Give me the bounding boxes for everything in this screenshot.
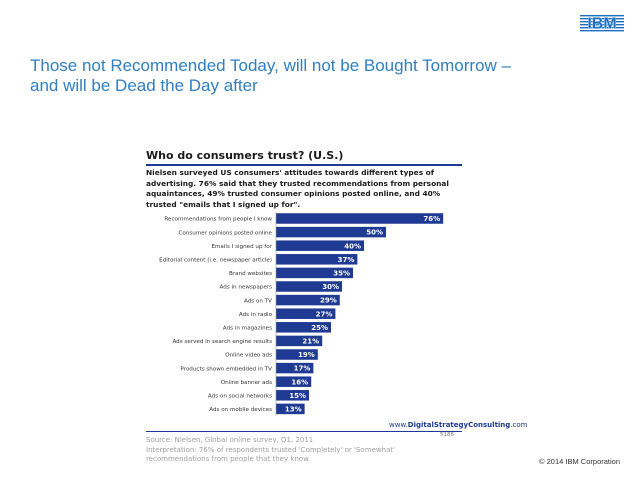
bar <box>276 281 342 292</box>
category-label: Consumer opinions posted online <box>178 230 272 236</box>
source-website: www.DigitalStrategyConsulting.com <box>389 421 528 429</box>
value-label: 25% <box>311 324 328 332</box>
category-label: Emails I signed up for <box>211 244 272 250</box>
svg-text:IBM: IBM <box>587 16 616 33</box>
slide-title: Those not Recommended Today, will not be… <box>30 56 610 96</box>
category-label: Ads in radio <box>239 312 273 318</box>
bar <box>276 254 358 265</box>
bar <box>276 267 353 279</box>
bar-chart: Recommendations from people I know 76% Con… <box>159 211 444 416</box>
category-label: Ads on social networks <box>208 394 272 400</box>
interpretation-note: Interpretation: 76% of respondents trust… <box>146 445 395 464</box>
value-label: 15% <box>289 392 306 400</box>
bar <box>276 403 305 415</box>
website-name: DigitalStrategyConsulting <box>407 421 511 429</box>
title-divider <box>146 164 462 166</box>
category-label: Online video ads <box>225 353 272 359</box>
website-suffix: .com <box>510 421 528 429</box>
bar <box>276 213 444 224</box>
chart-panel: Who do consumers trust? (U.S.) Nielsen s… <box>140 146 528 476</box>
slide-title-line2: and will be Dead the Day after <box>30 76 258 95</box>
bar <box>276 335 323 347</box>
bottom-divider <box>146 431 462 432</box>
category-label: Recommendations from people I know <box>164 217 272 223</box>
website-prefix: www. <box>389 421 408 429</box>
value-label: 16% <box>291 378 308 386</box>
bar <box>276 390 309 401</box>
chart-footnote: Source: Nielsen, Global online survey, Q… <box>146 436 446 465</box>
bar <box>276 362 314 374</box>
source-note: Source: Nielsen, Global online survey, Q… <box>146 436 314 444</box>
value-label: 21% <box>302 338 319 346</box>
category-label: Ads in magazines <box>223 326 272 332</box>
category-label: Editorial content (i.e. newspaper articl… <box>159 258 272 264</box>
slide-number: 5186 <box>440 432 454 438</box>
value-label: 76% <box>423 215 440 223</box>
category-label: Ads served in search engine results <box>172 339 272 345</box>
value-label: 50% <box>366 229 383 237</box>
category-label: Ads on TV <box>244 298 272 304</box>
value-label: 30% <box>322 283 339 291</box>
value-label: 27% <box>316 310 333 318</box>
chart-title: Who do consumers trust? (U.S.) <box>146 149 344 162</box>
bar <box>276 376 312 387</box>
value-label: 37% <box>338 256 355 264</box>
slide-title-line1: Those not Recommended Today, will not be… <box>30 56 511 75</box>
category-label: Brand websites <box>229 271 272 277</box>
category-label: Products shown embedded in TV <box>180 366 272 372</box>
value-label: 35% <box>333 270 350 278</box>
value-label: 17% <box>294 365 311 373</box>
category-label: Online banner ads <box>221 380 272 386</box>
value-label: 29% <box>320 297 337 305</box>
bar <box>276 322 331 333</box>
value-label: 40% <box>344 242 361 250</box>
category-label: Ads on mobile devices <box>209 407 272 413</box>
value-label: 19% <box>298 351 315 359</box>
copyright: © 2014 IBM Corporation <box>539 457 620 466</box>
bar <box>276 294 340 306</box>
value-label: 13% <box>285 406 302 414</box>
bar <box>276 349 318 360</box>
category-label: Ads in newspapers <box>219 285 272 291</box>
chart-intro-text: Nielsen surveyed US consumers' attitudes… <box>146 168 449 209</box>
bar <box>276 226 386 238</box>
bar <box>276 240 364 251</box>
bar <box>276 308 336 319</box>
ibm-logo: IBM <box>580 15 624 33</box>
